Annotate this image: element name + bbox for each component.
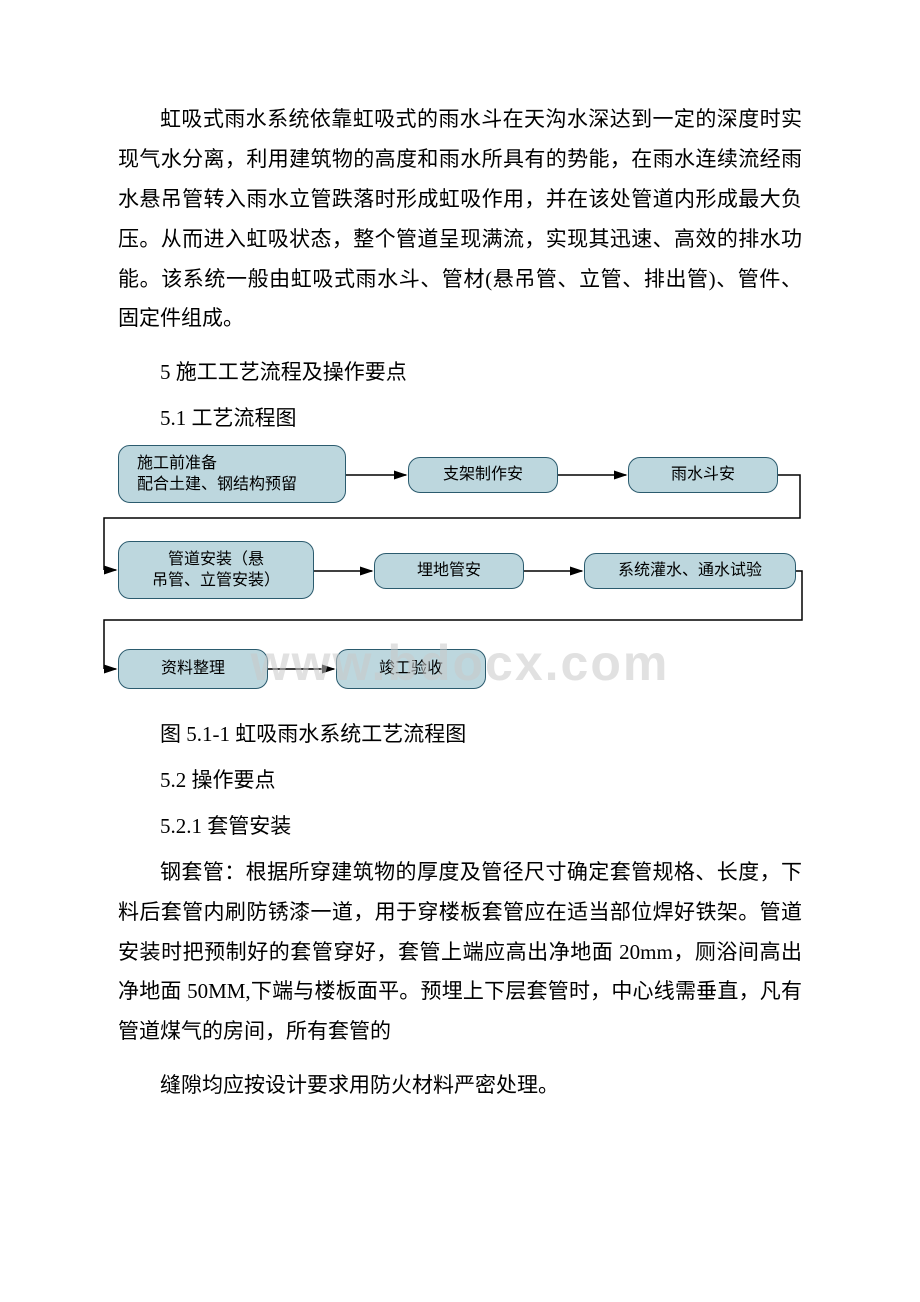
flowchart: 施工前准备配合土建、钢结构预留 支架制作安 雨水斗安 管道安装（悬吊管、立管安装… [118, 445, 802, 705]
heading-5-2: 5.2 操作要点 [118, 761, 802, 801]
document-page: 虹吸式雨水系统依靠虹吸式的雨水斗在天沟水深达到一定的深度时实现气水分离，利用建筑… [0, 0, 920, 1180]
heading-5-1: 5.1 工艺流程图 [118, 399, 802, 439]
paragraph-gap: 缝隙均应按设计要求用防火材料严密处理。 [118, 1066, 802, 1106]
figure-caption: 图 5.1-1 虹吸雨水系统工艺流程图 [118, 715, 802, 755]
heading-5: 5 施工工艺流程及操作要点 [118, 353, 802, 393]
flow-arrows [118, 445, 802, 705]
paragraph-steel-sleeve: 钢套管：根据所穿建筑物的厚度及管径尺寸确定套管规格、长度，下料后套管内刷防锈漆一… [118, 853, 802, 1052]
paragraph-intro: 虹吸式雨水系统依靠虹吸式的雨水斗在天沟水深达到一定的深度时实现气水分离，利用建筑… [118, 100, 802, 339]
heading-5-2-1: 5.2.1 套管安装 [118, 807, 802, 847]
